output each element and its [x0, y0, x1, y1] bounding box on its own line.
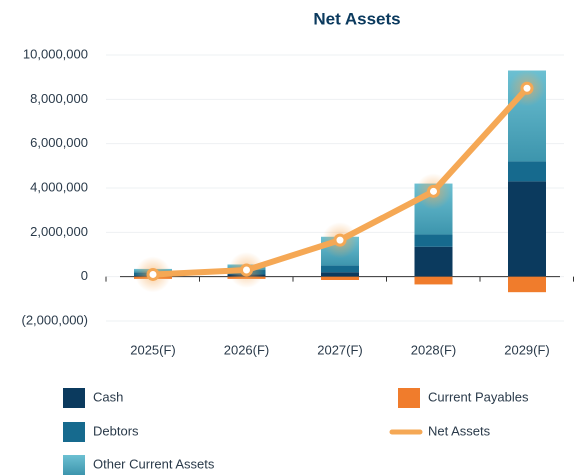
point	[520, 81, 534, 95]
legend-label: Other Current Assets	[93, 456, 215, 471]
bar	[321, 272, 359, 277]
y-tick-label: 2,000,000	[30, 224, 88, 239]
x-tick-label: 2025(F)	[130, 342, 176, 357]
bar	[508, 181, 546, 277]
y-tick-label: 6,000,000	[30, 135, 88, 150]
bar	[414, 234, 453, 247]
y-tick-label: 8,000,000	[30, 91, 88, 106]
legend-label: Cash	[93, 389, 123, 404]
bar	[508, 161, 546, 182]
y-tick-label: 0	[81, 268, 88, 283]
legend-label: Current Payables	[428, 389, 529, 404]
legend-label: Debtors	[93, 423, 139, 438]
legend-label: Net Assets	[428, 423, 491, 438]
bar	[414, 246, 453, 277]
point	[146, 267, 160, 281]
legend-swatch	[63, 455, 85, 475]
point	[427, 184, 440, 198]
legend-swatch	[63, 388, 85, 408]
chart-title: Net Assets	[313, 9, 400, 28]
y-tick-label: 10,000,000	[23, 46, 88, 61]
y-tick-label: (2,000,000)	[22, 312, 89, 327]
point	[240, 263, 253, 277]
bar	[508, 276, 546, 293]
legend-swatch	[63, 422, 85, 442]
x-tick-label: 2026(F)	[224, 342, 270, 357]
y-tick-label: 4,000,000	[30, 179, 88, 194]
x-tick-label: 2027(F)	[317, 342, 363, 357]
bar	[414, 276, 453, 285]
bar	[321, 265, 359, 273]
legend-swatch	[398, 388, 420, 408]
point	[333, 233, 347, 247]
bar	[321, 276, 359, 280]
x-tick-label: 2028(F)	[411, 342, 457, 357]
x-tick-label: 2029(F)	[504, 342, 550, 357]
